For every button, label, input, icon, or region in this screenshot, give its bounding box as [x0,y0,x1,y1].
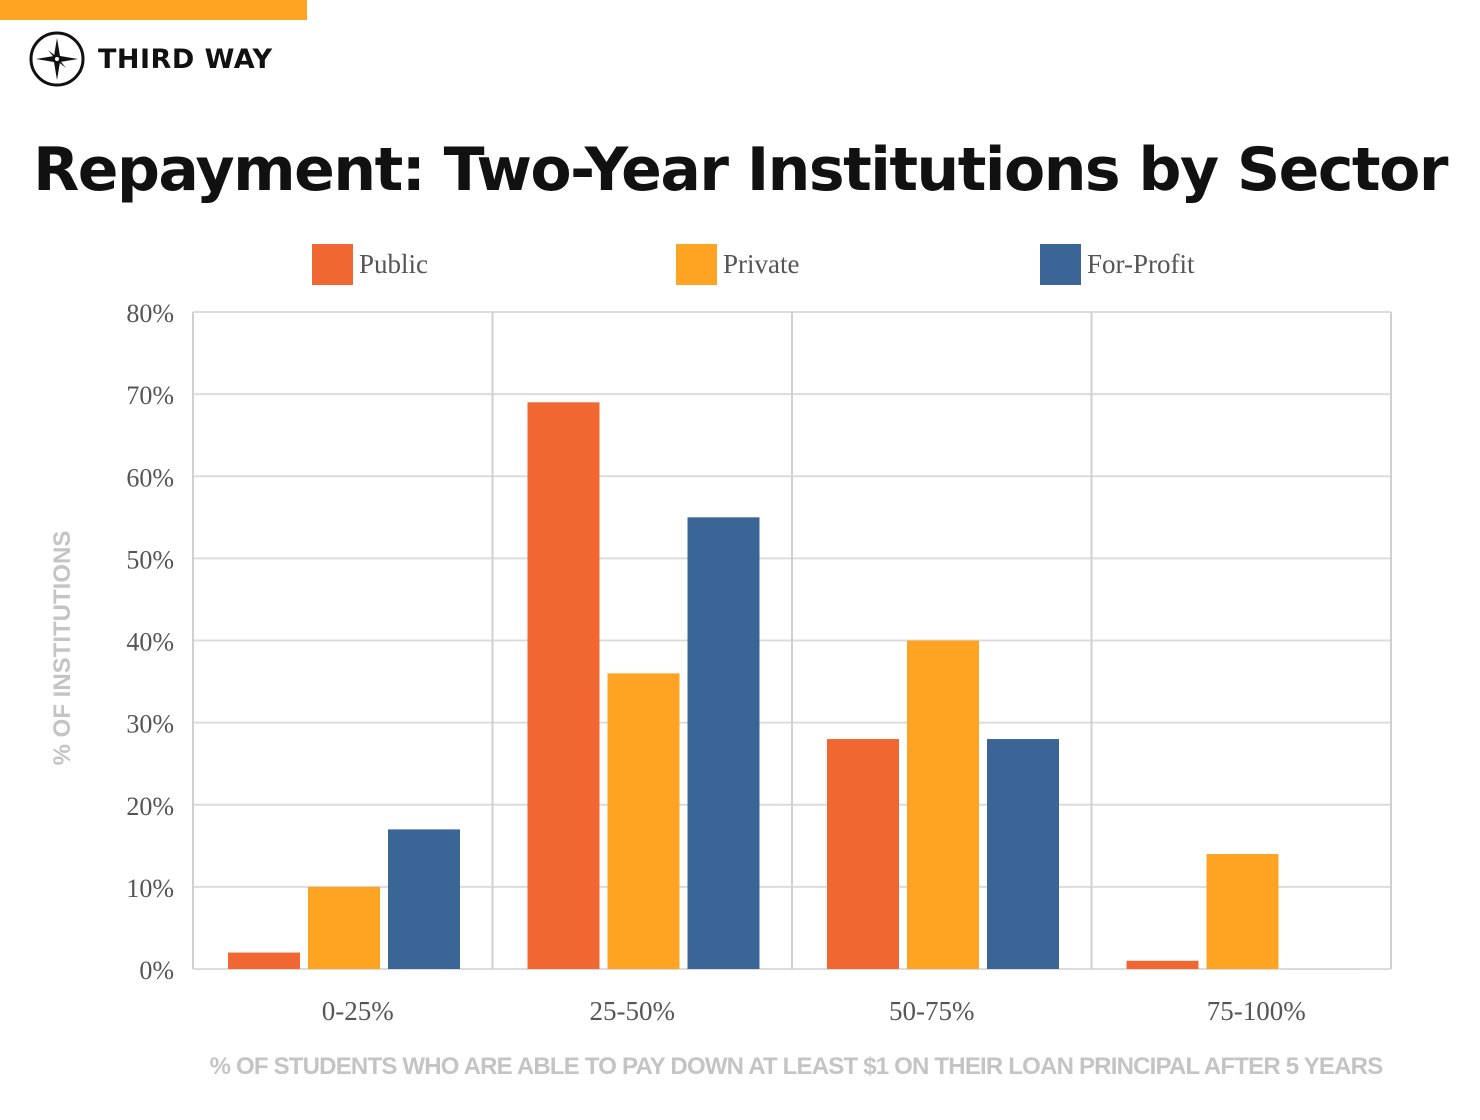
chart-title: Repayment: Two-Year Institutions by Sect… [33,135,1448,205]
y-axis-label: % OF INSTITUTIONS [49,531,76,766]
y-tick-label: 20% [126,792,174,821]
x-tick-label: 0-25% [322,996,394,1026]
y-tick-label: 60% [126,463,174,492]
y-tick-label: 50% [126,545,174,574]
bar-private-0 [308,886,380,969]
bar-for-profit-2 [987,739,1059,969]
x-tick-label: 25-50% [590,996,675,1026]
bar-for-profit-3 [1286,969,1359,970]
x-tick-label: 50-75% [889,996,974,1026]
y-tick-label: 40% [126,628,174,657]
bar-for-profit-0 [388,829,460,969]
y-tick-label: 0% [139,956,174,985]
legend-swatch-private [676,244,717,285]
bar-public-2 [827,739,899,969]
bar-for-profit-1 [687,517,760,969]
y-tick-label: 30% [126,710,174,739]
bar-private-2 [907,640,979,969]
x-tick-label: 75-100% [1207,996,1306,1026]
bar-public-1 [527,402,600,969]
y-tick-label: 10% [126,874,174,903]
x-axis-label: % OF STUDENTS WHO ARE ABLE TO PAY DOWN A… [210,1053,1384,1080]
bar-private-1 [607,673,680,969]
legend-label: Public [359,249,428,279]
legend-swatch-for-profit [1040,244,1081,285]
bar-public-3 [1126,960,1199,969]
bar-private-3 [1206,854,1279,969]
legend-label: For-Profit [1087,249,1195,279]
y-tick-label: 80% [126,299,174,328]
brand-accent-bar [0,0,307,20]
compass-icon [29,31,85,87]
legend-label: Private [723,249,799,279]
legend-swatch-public [312,244,353,285]
bar-public-0 [228,952,300,969]
y-tick-label: 70% [126,381,174,410]
brand-name: THIRD WAY [98,43,273,75]
third-way-logo: THIRD WAY [28,30,273,88]
